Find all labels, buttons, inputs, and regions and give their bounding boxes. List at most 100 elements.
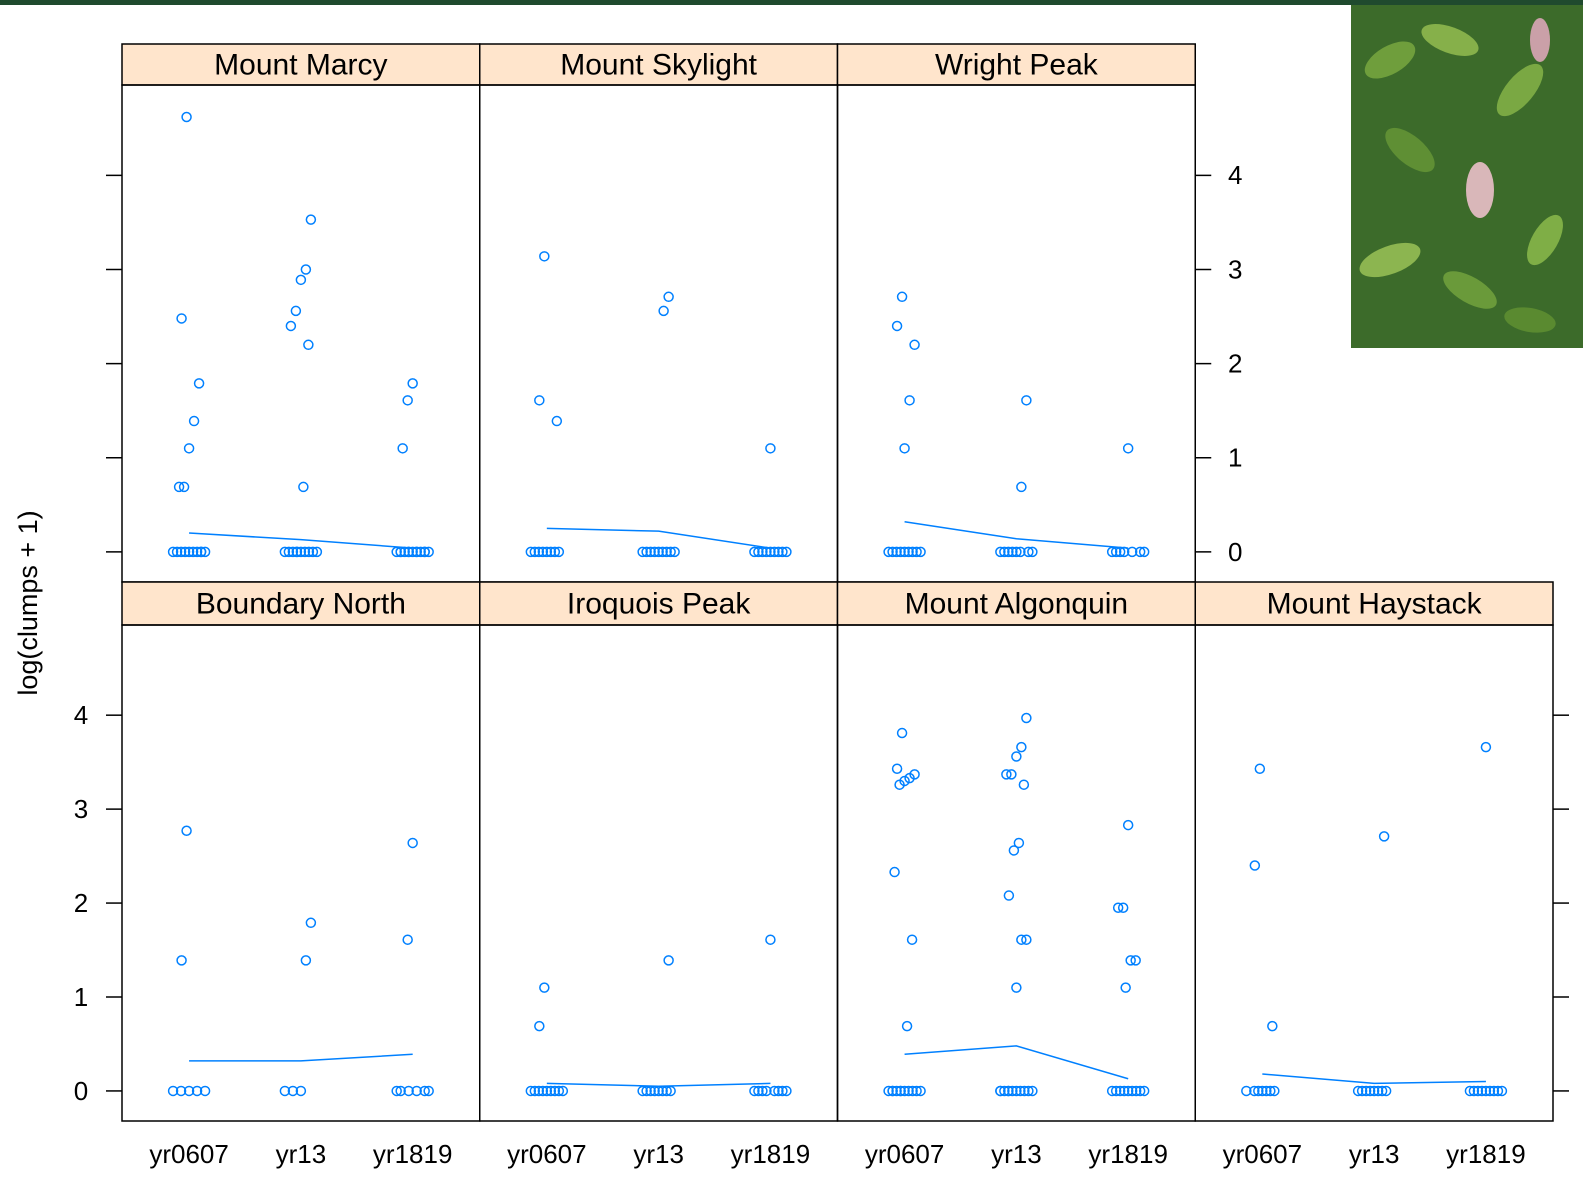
data-point: [889, 866, 900, 878]
data-point: [300, 955, 312, 966]
data-point: [311, 546, 323, 558]
data-point: [1488, 1085, 1500, 1097]
data-point: [303, 546, 315, 558]
data-point: [1023, 1085, 1034, 1097]
data-point: [545, 546, 557, 558]
data-point: [1013, 837, 1025, 849]
data-point: [1134, 1085, 1146, 1097]
data-point: [1027, 546, 1038, 558]
trend-line: [546, 1082, 771, 1087]
data-point: [525, 1085, 537, 1097]
y-tick-label: 4: [1228, 160, 1242, 190]
data-point: [1016, 481, 1027, 493]
data-point: [907, 1085, 918, 1097]
data-point: [529, 546, 541, 558]
data-point: [191, 546, 203, 558]
data-point: [903, 546, 914, 558]
data-point: [769, 1085, 780, 1097]
data-point: [300, 264, 312, 275]
data-point: [1472, 1085, 1484, 1097]
data-point: [1265, 1085, 1276, 1097]
panel-title: Mount Algonquin: [905, 587, 1129, 620]
data-point: [899, 443, 910, 454]
data-point: [539, 982, 550, 993]
strip: [836, 581, 1196, 626]
data-point: [397, 443, 408, 454]
data-point: [891, 763, 903, 774]
data-point: [1003, 1085, 1014, 1097]
y-tick-label: 0: [1228, 537, 1242, 567]
data-point: [551, 415, 563, 427]
x-tick-label: yr1819: [731, 1139, 811, 1169]
data-point: [191, 1085, 203, 1097]
data-point: [891, 546, 902, 558]
data-point: [1011, 546, 1022, 558]
data-point: [1496, 1085, 1508, 1097]
strip: [479, 43, 839, 86]
y-tick-label: 0: [74, 1076, 88, 1106]
data-point: [649, 546, 660, 558]
data-point: [657, 546, 668, 558]
data-point: [1112, 902, 1124, 914]
data-point: [402, 934, 413, 945]
y-tick-label: 4: [74, 700, 88, 730]
data-point: [1360, 1085, 1372, 1097]
data-point: [183, 443, 195, 454]
data-point: [537, 546, 549, 558]
data-point: [663, 291, 674, 303]
panel-frame: [836, 84, 1196, 583]
data-point: [765, 934, 776, 945]
data-point: [287, 546, 299, 558]
data-point: [1011, 982, 1022, 993]
panel-frame: [479, 624, 839, 1122]
data-point: [290, 305, 302, 317]
data-point: [1126, 1085, 1138, 1097]
data-point: [1027, 1085, 1038, 1097]
data-point: [777, 546, 788, 558]
data-point: [305, 917, 317, 929]
x-tick-label: yr13: [276, 1139, 327, 1169]
y-tick-label: 1: [74, 982, 88, 1012]
data-point: [407, 837, 418, 849]
data-point: [419, 546, 430, 558]
data-point: [1480, 1085, 1492, 1097]
data-point: [181, 825, 192, 836]
data-point: [553, 546, 565, 558]
data-point: [1117, 902, 1129, 914]
data-point: [291, 546, 303, 558]
data-point: [887, 1085, 898, 1097]
data-point: [539, 251, 550, 262]
data-point: [1007, 546, 1018, 558]
data-point: [1106, 1085, 1118, 1097]
data-point: [903, 1085, 914, 1097]
data-point: [167, 1085, 179, 1097]
data-point: [901, 1020, 913, 1032]
data-point: [1134, 546, 1146, 558]
data-point: [176, 955, 187, 966]
data-point: [1118, 1085, 1130, 1097]
data-point: [1253, 1085, 1264, 1097]
data-point: [1018, 779, 1030, 790]
data-point: [171, 546, 183, 558]
data-point: [1110, 1085, 1122, 1097]
data-point: [1376, 1085, 1388, 1097]
data-point: [915, 546, 926, 558]
data-point: [896, 291, 908, 303]
data-point: [995, 546, 1006, 558]
data-point: [1130, 1085, 1142, 1097]
data-point: [298, 481, 309, 493]
data-point: [402, 395, 413, 406]
data-point: [423, 546, 434, 558]
data-point: [305, 214, 317, 225]
data-point: [178, 481, 190, 493]
data-point: [299, 546, 311, 558]
panel-frame: [121, 624, 481, 1122]
data-point: [411, 1085, 422, 1097]
top-bar: [0, 0, 1583, 5]
data-point: [641, 546, 652, 558]
data-point: [757, 1085, 768, 1097]
data-point: [907, 546, 918, 558]
x-tick-label: yr13: [633, 1139, 684, 1169]
data-point: [1269, 1085, 1280, 1097]
